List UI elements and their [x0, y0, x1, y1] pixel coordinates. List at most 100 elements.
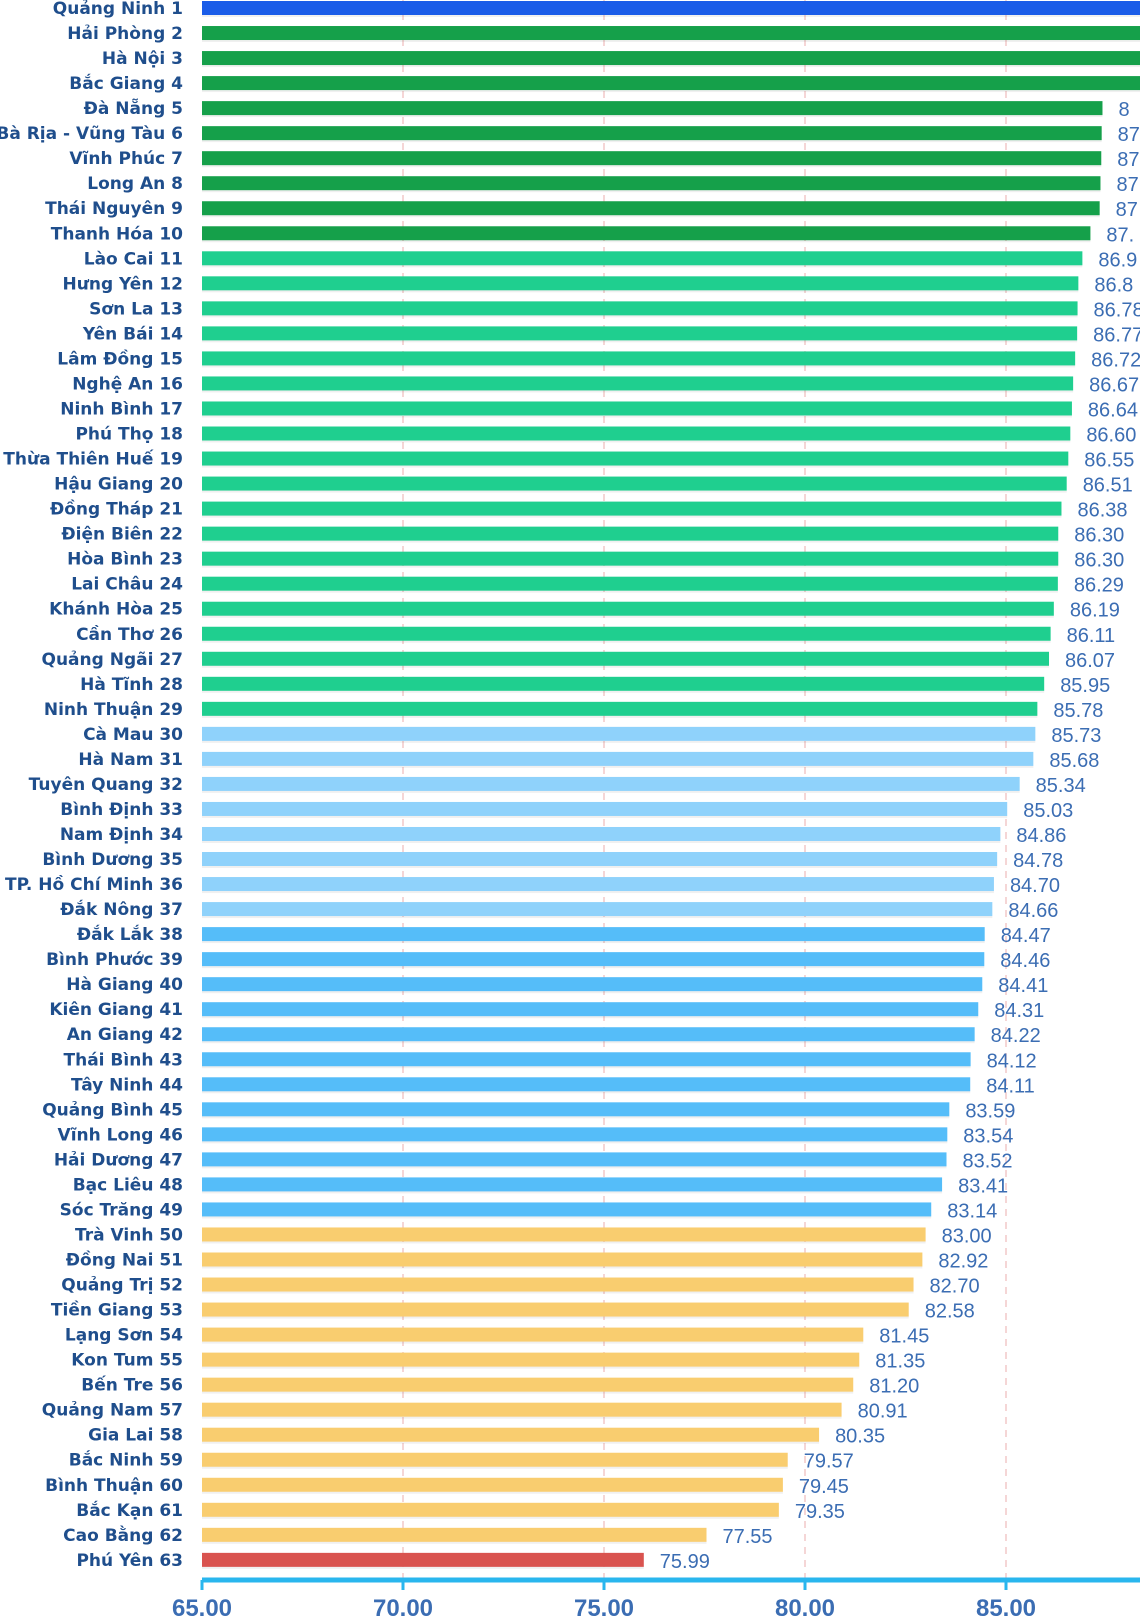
province-label: TP. Hồ Chí Minh 36 [5, 874, 183, 895]
bar [202, 1377, 854, 1392]
value-label: 85.03 [1023, 800, 1073, 822]
bar [202, 301, 1078, 316]
bar-shadow [202, 140, 1102, 143]
province-label: Quảng Ninh 1 [53, 0, 183, 19]
province-label: Phú Thọ 18 [75, 425, 183, 445]
bar-shadow [202, 790, 1020, 793]
province-label: Bến Tre 56 [81, 1375, 183, 1396]
bar-shadow [202, 490, 1067, 493]
bar [202, 801, 1008, 816]
bar-shadow [202, 1541, 707, 1544]
bar-shadow [202, 1091, 971, 1094]
bar-shadow [202, 1291, 914, 1294]
bar-shadow [202, 1216, 932, 1219]
x-tick-label: 85.00 [976, 1595, 1036, 1622]
bar-shadow [202, 941, 985, 944]
bar [202, 776, 1020, 791]
bar-shadow [202, 1366, 860, 1369]
bar-shadow [202, 1166, 947, 1169]
value-label: 87. [1106, 224, 1134, 246]
province-label: Quảng Bình 45 [42, 1100, 183, 1120]
province-label: Long An 8 [87, 174, 183, 194]
province-label: Tiền Giang 53 [51, 1300, 183, 1321]
value-label: 86.51 [1083, 475, 1133, 497]
bar [202, 676, 1045, 691]
province-label: Thanh Hóa 10 [51, 224, 183, 244]
province-label: An Giang 42 [67, 1025, 183, 1045]
bar-shadow [202, 1041, 975, 1044]
bar-shadow [202, 690, 1045, 693]
province-label: Ninh Bình 17 [60, 399, 183, 419]
value-label: 86.38 [1077, 500, 1127, 522]
bar [202, 1402, 842, 1417]
bar-shadow [202, 265, 1083, 268]
bar-shadow [202, 1116, 950, 1119]
province-label: Quảng Ngãi 27 [42, 650, 184, 670]
bar [202, 526, 1059, 541]
value-label: 84.78 [1013, 850, 1063, 872]
bar [202, 1002, 979, 1017]
province-label: Cao Bằng 62 [63, 1525, 183, 1546]
bar [202, 276, 1079, 291]
bar-shadow [202, 1066, 971, 1069]
bar [202, 877, 994, 892]
value-label: 84.31 [994, 1000, 1044, 1022]
bar-shadow [202, 1391, 854, 1394]
bar [202, 626, 1051, 641]
bar-shadow [202, 665, 1050, 668]
bar-shadow [202, 1016, 979, 1019]
bar-shadow [202, 1316, 909, 1319]
bar-shadow [202, 465, 1069, 468]
bar-shadow [202, 340, 1078, 343]
bar-shadow [202, 590, 1058, 593]
value-label: 84.86 [1016, 825, 1066, 847]
value-label: 85.78 [1053, 700, 1103, 722]
province-label: Sơn La 13 [89, 299, 183, 319]
value-label: 82.70 [930, 1276, 980, 1298]
bar [202, 1452, 788, 1467]
province-label: Gia Lai 58 [88, 1426, 183, 1446]
bar-shadow [202, 15, 1140, 17]
province-label: Bắc Kạn 61 [76, 1500, 183, 1521]
value-label: 86.55 [1084, 450, 1134, 472]
value-label: 86.19 [1070, 600, 1120, 622]
bar-shadow [202, 215, 1100, 218]
bar-shadow [202, 1341, 864, 1344]
value-label: 86.72 [1091, 349, 1140, 371]
province-label: Cà Mau 30 [83, 725, 183, 745]
value-label: 75.99 [660, 1551, 710, 1573]
bar [202, 1502, 779, 1517]
bar-shadow [202, 440, 1071, 443]
bar [202, 1477, 783, 1492]
bar-shadow [202, 1191, 943, 1194]
province-label: Hải Dương 47 [54, 1150, 183, 1170]
value-label: 86.67 [1089, 374, 1139, 396]
bar [202, 826, 1001, 841]
bar-shadow [202, 90, 1140, 93]
province-label: Bắc Ninh 59 [69, 1450, 183, 1471]
bar-shadow [202, 540, 1059, 543]
bar-shadow [202, 390, 1074, 393]
province-label: Đồng Tháp 21 [50, 499, 183, 520]
province-label: Tuyên Quang 32 [29, 775, 183, 795]
bar [202, 651, 1050, 666]
bar [202, 1, 1140, 15]
bar [202, 376, 1074, 391]
bar [202, 1052, 971, 1067]
value-label: 87 [1116, 174, 1138, 196]
value-label: 84.47 [1001, 925, 1051, 947]
bar-shadow [202, 991, 983, 994]
province-label: Điện Biên 22 [61, 525, 183, 545]
bar [202, 76, 1140, 91]
bar [202, 1327, 864, 1342]
bar-shadow [202, 740, 1036, 743]
bar [202, 151, 1102, 166]
province-label: Hà Giang 40 [66, 975, 183, 995]
bar [202, 501, 1062, 516]
province-label: Đà Nẵng 5 [84, 97, 183, 119]
province-label: Quảng Nam 57 [42, 1401, 183, 1421]
bar [202, 226, 1091, 241]
province-label: Nam Định 34 [60, 825, 183, 845]
value-label: 8 [1118, 99, 1129, 121]
value-label: 83.14 [947, 1200, 997, 1222]
